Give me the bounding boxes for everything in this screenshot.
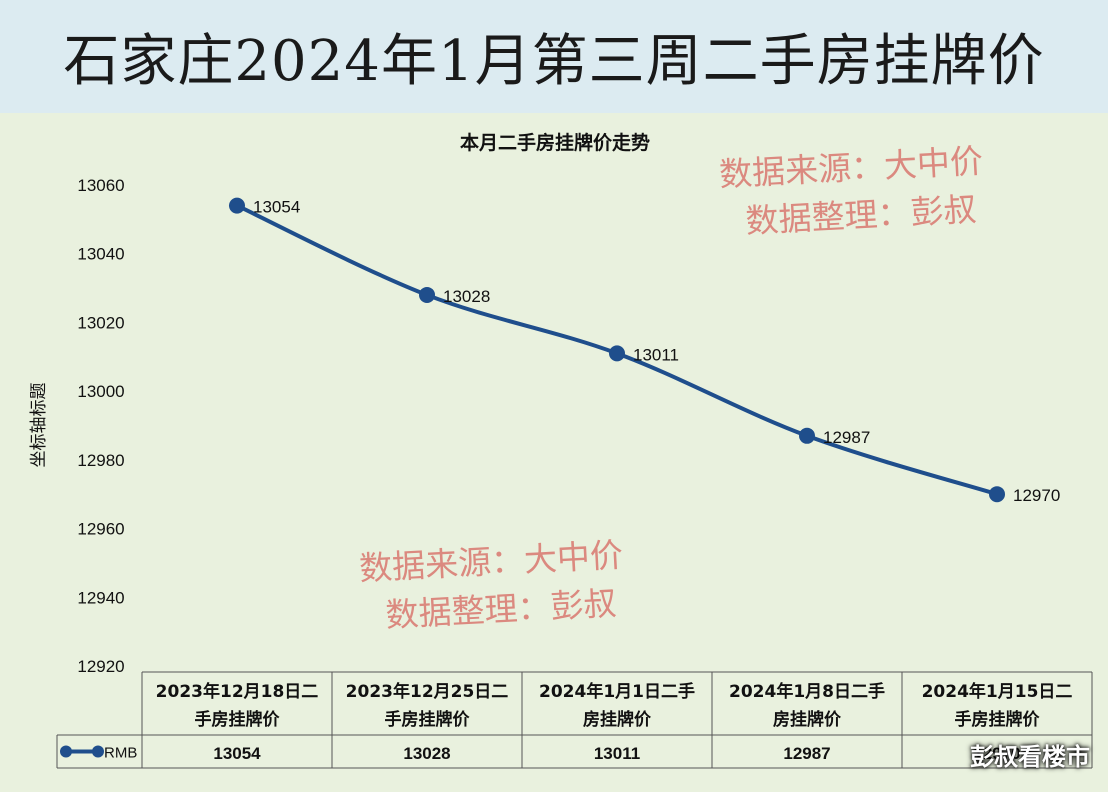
y-tick-label: 12940 [77, 588, 124, 607]
title-banner: 石家庄2024年1月第三周二手房挂牌价 [0, 0, 1108, 113]
y-tick-label: 12960 [77, 520, 124, 539]
table-value: 13011 [594, 744, 640, 763]
table-value: 13054 [213, 744, 261, 763]
y-tick-label: 13000 [77, 382, 124, 401]
y-tick-label: 12920 [77, 657, 124, 676]
category-label: 2024年1月15日二 [922, 681, 1073, 702]
data-label: 12987 [823, 428, 870, 447]
data-point [229, 197, 245, 214]
table-value: 12987 [783, 744, 830, 763]
data-label: 13011 [633, 345, 679, 364]
y-tick-label: 12980 [77, 451, 124, 470]
category-label: 2024年1月1日二手 [539, 681, 695, 702]
category-label: 2023年12月25日二 [346, 681, 509, 702]
y-axis-title: 坐标轴标题 [29, 383, 49, 468]
table-value: 13028 [403, 744, 450, 763]
category-label: 2023年12月18日二 [156, 681, 319, 702]
category-label: 手房挂牌价 [955, 709, 1041, 730]
data-point [989, 486, 1005, 503]
table-value: 12970 [973, 744, 1020, 763]
legend-label: RMB [104, 745, 137, 762]
data-point [609, 345, 625, 362]
category-label: 房挂牌价 [583, 709, 652, 730]
chart-area: 本月二手房挂牌价走势坐标轴标题 13060 13040 13020 13000 12980… [0, 113, 1108, 792]
y-tick-label: 13060 [77, 176, 124, 195]
category-label: 2024年1月8日二手 [729, 681, 885, 702]
y-tick-label: 13040 [77, 245, 124, 264]
category-label: 房挂牌价 [773, 709, 842, 730]
page-title: 石家庄2024年1月第三周二手房挂牌价 [63, 29, 1045, 94]
data-point [419, 286, 435, 303]
legend-marker [92, 745, 104, 758]
data-label: 13054 [253, 198, 300, 217]
corner-watermark: 彭叔看楼市 [970, 743, 1090, 771]
data-point [799, 427, 815, 444]
watermark-top: 数据来源：大中价 数据整理：彭叔 [718, 137, 987, 247]
legend-marker [60, 745, 72, 758]
chart-title: 本月二手房挂牌价走势 [460, 131, 650, 154]
category-label: 手房挂牌价 [195, 709, 281, 730]
data-label: 13028 [443, 287, 490, 306]
data-label: 12970 [1013, 486, 1060, 505]
category-label: 手房挂牌价 [385, 709, 471, 730]
watermark-middle: 数据来源：大中价 数据整理：彭叔 [358, 531, 627, 641]
y-tick-label: 13020 [77, 313, 124, 332]
